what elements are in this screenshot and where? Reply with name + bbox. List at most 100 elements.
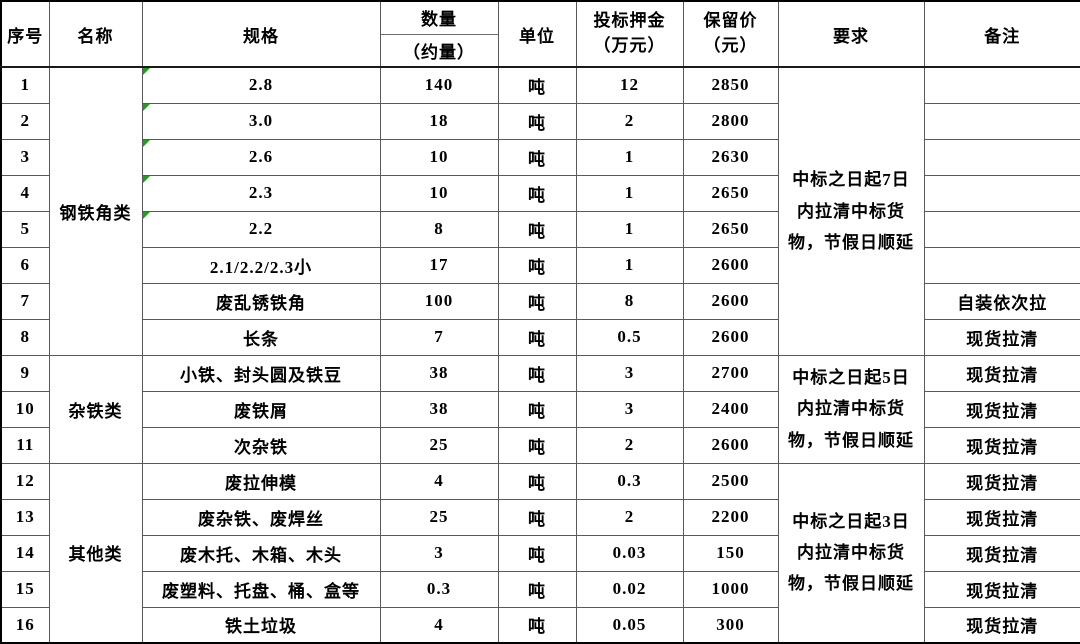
remark-cell — [923, 66, 1080, 104]
unit-cell-text: 吨 — [528, 581, 546, 601]
deposit-cell: 2 — [575, 498, 684, 536]
spec-cell: 2.3 — [141, 174, 381, 212]
remark-cell — [923, 210, 1080, 248]
header-spec: 规格 — [141, 0, 381, 68]
serial-cell-text: 8 — [20, 327, 30, 346]
serial-cell-text: 9 — [20, 363, 30, 382]
table-row: 13 废杂铁、废焊丝 25 吨 2 2200 现货拉清 — [0, 498, 1080, 536]
table-row: 1 钢铁角类 2.8 140 吨 12 2850 中标之日起7日 内拉清中标货 物，节假日顺延 — [0, 66, 1080, 356]
unit-cell-text: 吨 — [528, 437, 546, 457]
deposit-cell: 1 — [575, 246, 684, 284]
table-row: 2 3.0 18 吨 2 2800 — [0, 102, 1080, 140]
reserve-price-cell: 2500 — [682, 462, 779, 500]
spec-cell: 3.0 — [141, 102, 381, 140]
unit-cell: 吨 — [497, 354, 577, 392]
header-serial: 序号 — [0, 0, 50, 68]
remark-cell — [923, 102, 1080, 140]
reserve-price-cell-text: 2650 — [711, 219, 750, 238]
quantity-cell: 17 — [379, 246, 499, 284]
spec-cell-text: 2.8 — [248, 75, 274, 95]
header-row: 序号 名称 规格 数量 （约量） 单位 投标押金 （万元） 保留价 （元） 要求… — [0, 0, 1080, 68]
table-row: 14 废木托、木箱、木头 3 吨 0.03 150 现货拉清 — [0, 534, 1080, 572]
unit-cell: 吨 — [497, 606, 577, 644]
unit-cell-text: 吨 — [528, 257, 546, 277]
deposit-cell-text: 1 — [624, 147, 635, 166]
reserve-price-cell: 2650 — [682, 174, 779, 212]
unit-cell-text: 吨 — [528, 617, 546, 637]
unit-cell: 吨 — [497, 174, 577, 212]
remark-cell-text: 现货拉清 — [966, 401, 1039, 421]
deposit-cell-text: 0.02 — [612, 579, 647, 598]
spec-cell-text: 2.2 — [248, 219, 274, 238]
spec-cell-text: 废塑料、托盘、桶、盒等 — [162, 581, 360, 601]
deposit-cell-text: 0.03 — [612, 543, 647, 562]
table-row: 5 2.2 8 吨 1 2650 — [0, 210, 1080, 248]
spec-cell: 废木托、木箱、木头 — [141, 534, 381, 572]
quantity-cell-text: 25 — [429, 507, 449, 526]
quantity-cell-text: 25 — [429, 435, 449, 454]
unit-cell: 吨 — [497, 570, 577, 608]
spec-cell: 铁土垃圾 — [141, 606, 381, 644]
serial-cell: 1 — [0, 66, 50, 104]
reserve-price-cell: 2600 — [682, 246, 779, 284]
serial-cell-text: 1 — [20, 75, 30, 95]
cell-corner-flag-icon — [143, 212, 150, 219]
unit-cell-text: 吨 — [528, 509, 546, 529]
serial-cell: 5 — [0, 210, 50, 248]
reserve-price-cell-text: 2600 — [711, 327, 750, 346]
remark-cell-text: 现货拉清 — [966, 581, 1039, 601]
table-row: 9 杂铁类 小铁、封头圆及铁豆 38 吨 3 2700 中标之日起5日 内拉清中标货 物，节假… — [0, 354, 1080, 464]
remark-cell: 现货拉清 — [923, 606, 1080, 644]
reserve-price-cell-text: 2630 — [711, 147, 750, 166]
quantity-cell-text: 0.3 — [426, 579, 452, 598]
spec-cell: 2.1/2.2/2.3小 — [141, 246, 381, 284]
reserve-price-cell: 2200 — [682, 498, 779, 536]
quantity-cell-text: 17 — [429, 255, 449, 274]
spec-cell: 2.6 — [141, 138, 381, 176]
deposit-cell: 1 — [575, 174, 684, 212]
table-row: 10 废铁屑 38 吨 3 2400 现货拉清 — [0, 390, 1080, 428]
reserve-price-cell-text: 2600 — [711, 435, 750, 454]
serial-cell: 13 — [0, 498, 50, 536]
header-requirement: 要求 — [777, 0, 925, 68]
spec-cell-text: 废木托、木箱、木头 — [180, 545, 342, 565]
serial-cell: 15 — [0, 570, 50, 608]
header-serial-label: 序号 — [7, 26, 44, 46]
serial-cell-text: 15 — [15, 579, 35, 598]
quantity-cell-text: 38 — [429, 363, 449, 382]
serial-cell: 7 — [0, 282, 50, 320]
serial-cell: 4 — [0, 174, 50, 212]
unit-cell-text: 吨 — [528, 401, 546, 421]
unit-cell-text: 吨 — [528, 77, 546, 97]
unit-cell-text: 吨 — [528, 365, 546, 385]
deposit-cell-text: 8 — [624, 291, 635, 310]
spec-cell-text: 次杂铁 — [234, 437, 288, 457]
table-row: 12 其他类 废拉伸模 4 吨 0.3 2500 中标之日起3日 内拉清中标货 物，节假日顺延… — [0, 462, 1080, 644]
remark-cell-text: 现货拉清 — [966, 509, 1039, 529]
quantity-cell: 4 — [379, 462, 499, 500]
header-name-label: 名称 — [77, 26, 114, 46]
unit-cell-text: 吨 — [528, 545, 546, 565]
table-row: 4 2.3 10 吨 1 2650 — [0, 174, 1080, 212]
deposit-cell-text: 1 — [624, 255, 635, 274]
reserve-price-cell: 2630 — [682, 138, 779, 176]
serial-cell-text: 11 — [16, 435, 35, 454]
serial-cell: 16 — [0, 606, 50, 644]
unit-cell: 吨 — [497, 498, 577, 536]
unit-cell-text: 吨 — [528, 185, 546, 205]
reserve-price-cell-text: 2500 — [711, 471, 750, 490]
reserve-price-cell-text: 2850 — [711, 75, 750, 95]
spec-cell: 废乱锈铁角 — [141, 282, 381, 320]
reserve-price-cell-text: 1000 — [711, 579, 750, 598]
spec-cell-text: 2.3 — [248, 183, 274, 202]
header-reserve: 保留价 （元） — [682, 0, 779, 68]
remark-cell-text: 现货拉清 — [966, 437, 1039, 457]
remark-cell-text: 现货拉清 — [966, 329, 1039, 349]
serial-cell: 2 — [0, 102, 50, 140]
quantity-cell: 100 — [379, 282, 499, 320]
quantity-cell: 140 — [379, 66, 499, 104]
serial-cell: 6 — [0, 246, 50, 284]
deposit-cell-text: 0.3 — [617, 471, 642, 490]
header-unit: 单位 — [497, 0, 577, 68]
